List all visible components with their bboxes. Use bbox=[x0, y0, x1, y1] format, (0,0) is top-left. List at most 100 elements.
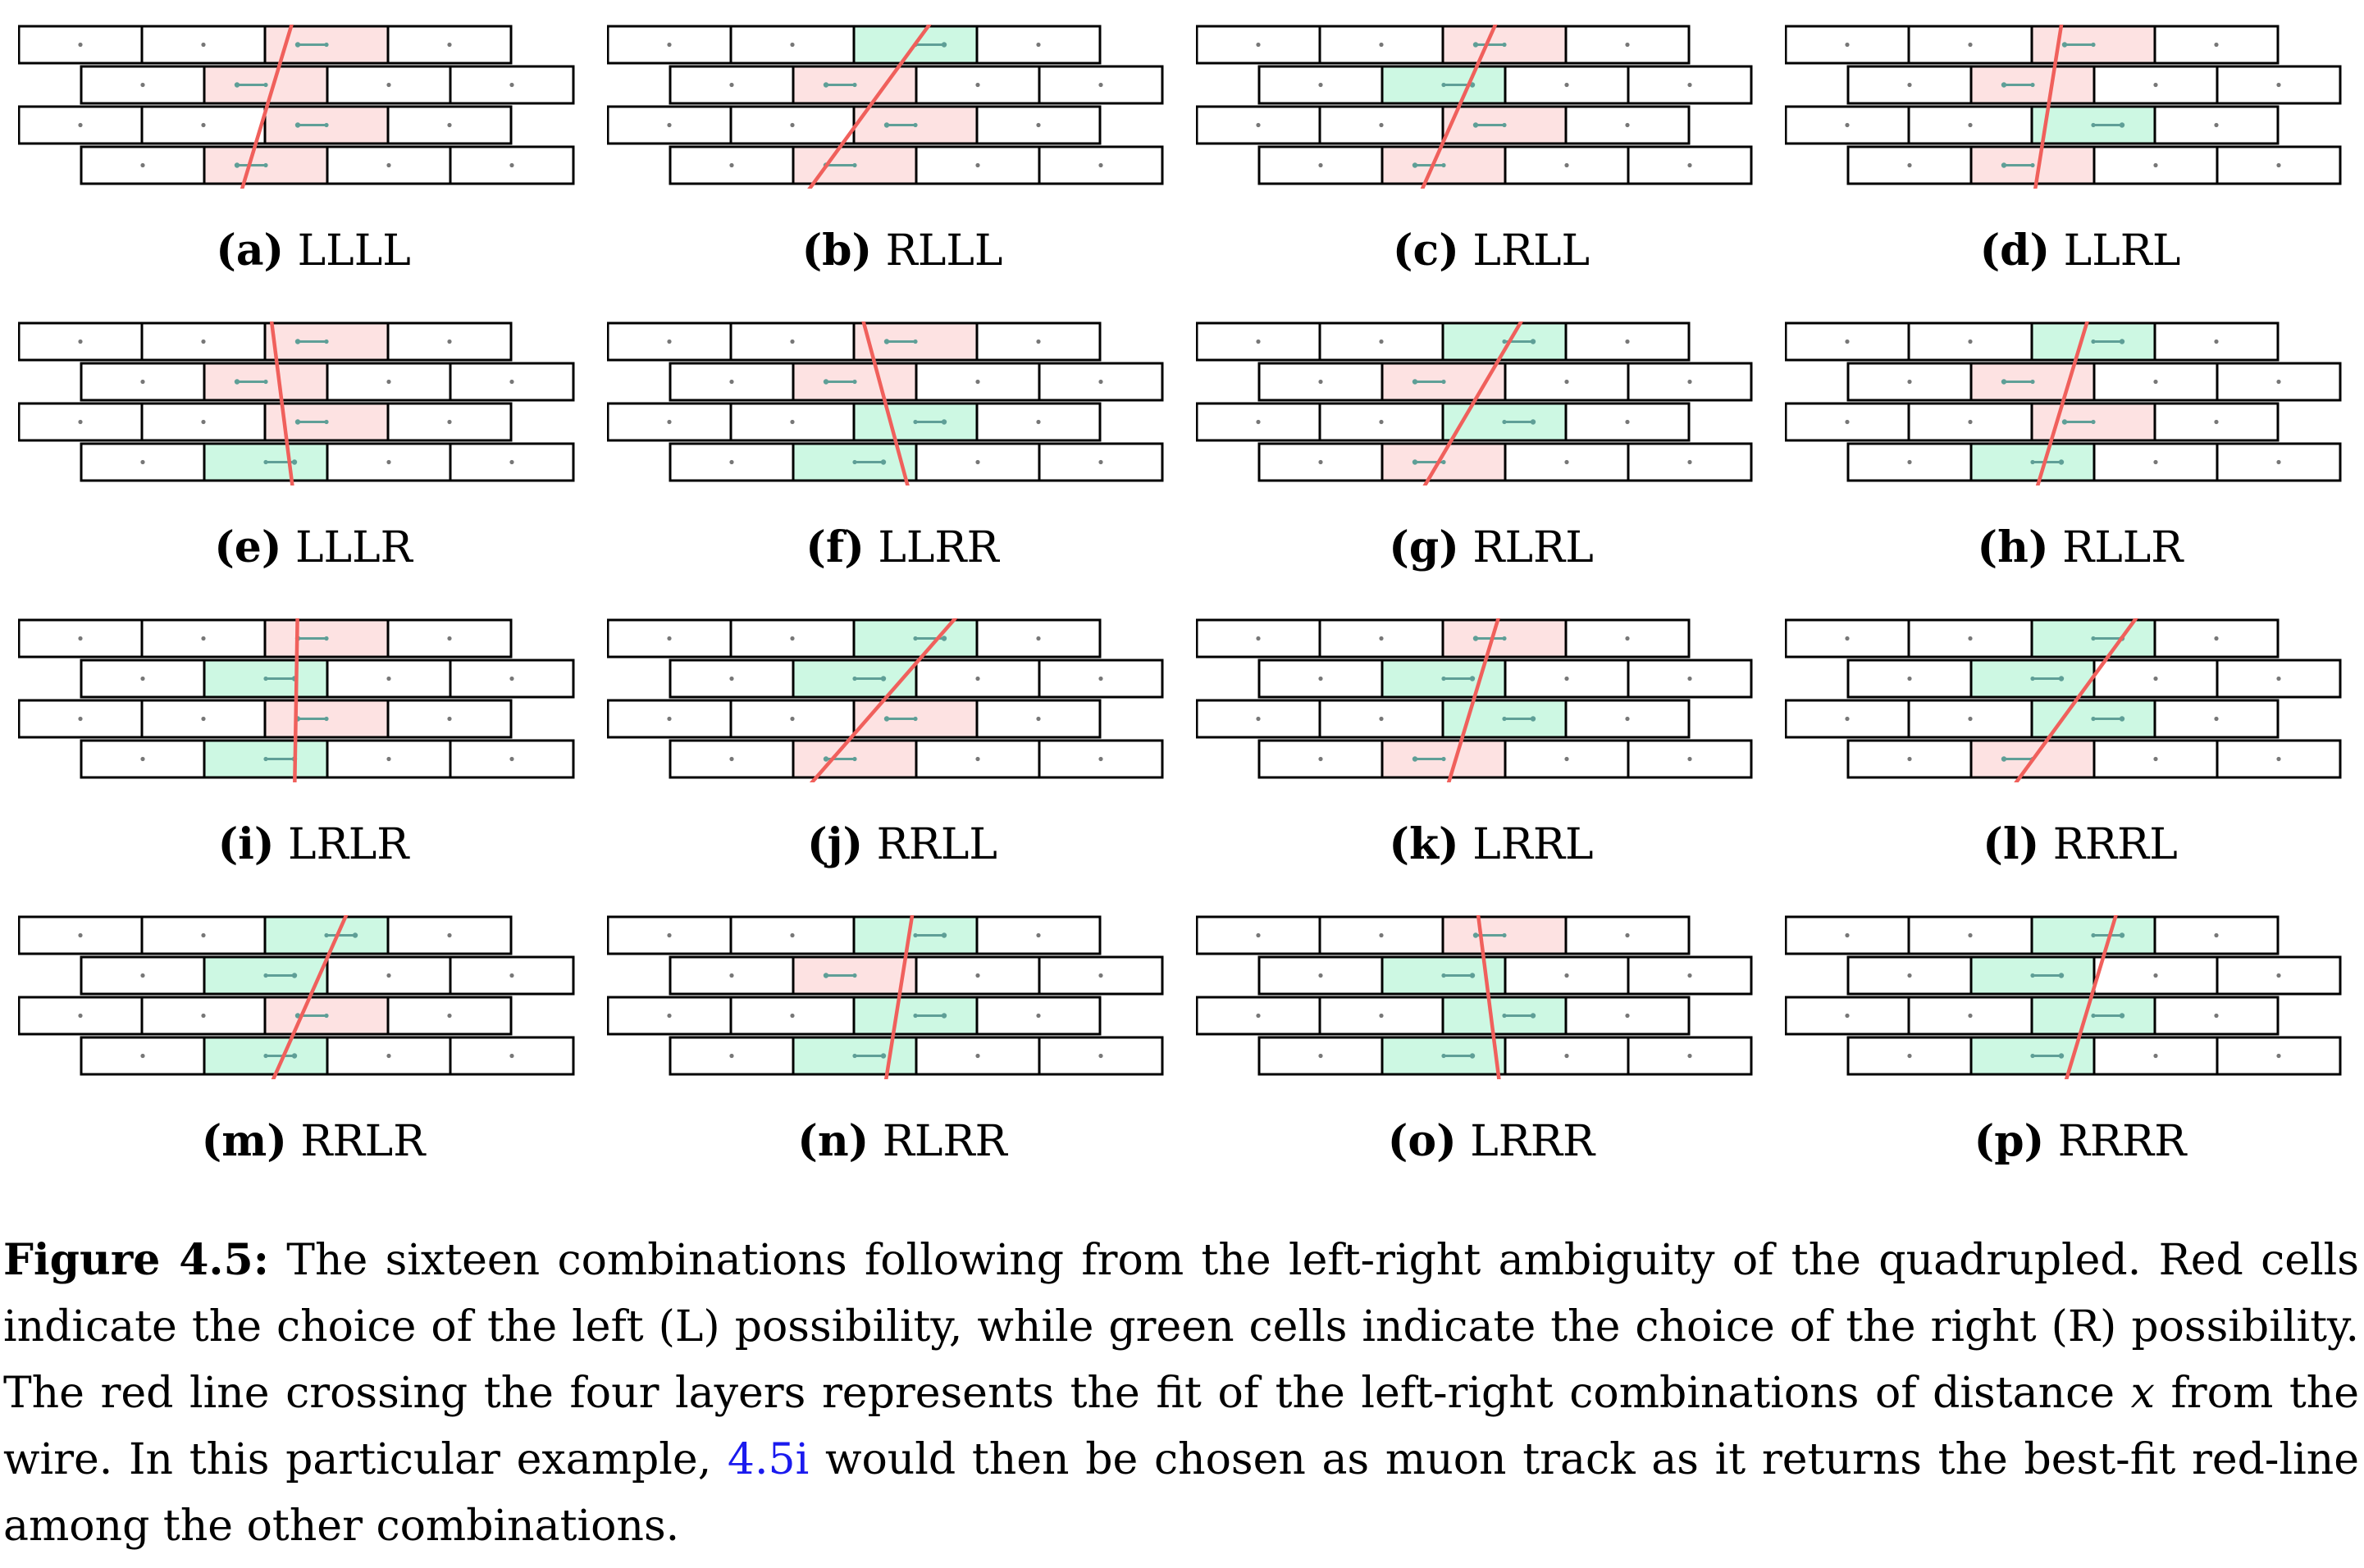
hit-position-dot bbox=[2119, 339, 2125, 344]
wire-dot bbox=[1318, 459, 1323, 465]
wire-dot bbox=[1379, 932, 1384, 938]
wire-dot bbox=[2153, 756, 2158, 762]
wire-dot bbox=[201, 636, 206, 641]
track-fit-line bbox=[269, 321, 294, 485]
drift-cell bbox=[326, 739, 452, 779]
figure-label: Figure 4.5: bbox=[3, 1235, 269, 1285]
wire-dot bbox=[975, 973, 980, 978]
subfigure-label: (h) RLLR bbox=[1785, 526, 2364, 570]
wire-dot bbox=[2276, 379, 2281, 385]
track-fit-line bbox=[2033, 25, 2064, 189]
wire-dot bbox=[447, 419, 452, 425]
panel-rllr bbox=[1785, 321, 2364, 485]
wire-dot bbox=[447, 716, 452, 722]
drift-cell bbox=[1564, 25, 1691, 65]
panel-rlll bbox=[607, 25, 1198, 189]
hit-position-dot bbox=[2119, 716, 2125, 722]
hit-position-dot bbox=[291, 1053, 298, 1059]
panel-llll bbox=[18, 25, 609, 189]
wire-dot bbox=[2276, 973, 2281, 978]
wire-dot bbox=[1625, 636, 1630, 641]
wire-dot bbox=[667, 636, 672, 641]
panel-rrrr bbox=[1785, 915, 2364, 1079]
wire-dot bbox=[1968, 419, 1973, 425]
panel-lrrl bbox=[1196, 618, 1787, 782]
subfigure-label: (a) LLLL bbox=[18, 230, 609, 273]
wire-dot bbox=[1564, 459, 1569, 465]
combination-code: LLRL bbox=[2050, 226, 2181, 276]
hit-position-dot bbox=[294, 42, 301, 48]
wire-dot bbox=[729, 676, 734, 681]
drift-cell bbox=[2153, 996, 2280, 1036]
subfigure-tag: (g) bbox=[1389, 522, 1459, 572]
wire-dot bbox=[509, 973, 514, 978]
combination-code: LRRL bbox=[1458, 820, 1594, 869]
drift-cell bbox=[80, 442, 206, 482]
wire-dot bbox=[1907, 1053, 1912, 1059]
wire-dot bbox=[1687, 676, 1692, 681]
wire-dot bbox=[1256, 419, 1261, 425]
drift-cell bbox=[386, 915, 513, 955]
wire-dot bbox=[386, 973, 391, 978]
drift-cell-diagram bbox=[1196, 321, 1753, 485]
hit-position-dot bbox=[941, 419, 947, 425]
wire-dot bbox=[975, 82, 980, 88]
hit-position-dot bbox=[2001, 379, 2007, 385]
wire-dot bbox=[2153, 459, 2158, 465]
hit-position-dot bbox=[352, 932, 358, 938]
wire-dot bbox=[729, 379, 734, 385]
wire-dot bbox=[1036, 122, 1041, 128]
hit-position-dot bbox=[1412, 162, 1418, 168]
wire-dot bbox=[201, 932, 206, 938]
wire-dot bbox=[509, 82, 514, 88]
wire-dot bbox=[1687, 459, 1692, 465]
hit-position-dot bbox=[2119, 122, 2125, 128]
combination-code: LLRR bbox=[864, 523, 999, 572]
hit-position-dot bbox=[941, 1013, 947, 1019]
wire-dot bbox=[1625, 339, 1630, 344]
wire-dot bbox=[790, 716, 795, 722]
panel-rrlr bbox=[18, 915, 609, 1079]
drift-cell bbox=[449, 659, 575, 699]
drift-cell bbox=[449, 65, 575, 105]
wire-dot bbox=[78, 1013, 83, 1019]
wire-dot bbox=[78, 932, 83, 938]
wire-dot bbox=[1098, 1053, 1103, 1059]
wire-dot bbox=[975, 1053, 980, 1059]
wire-dot bbox=[729, 82, 734, 88]
wire-dot bbox=[1968, 339, 1973, 344]
figure-reference-link[interactable]: 4.5i bbox=[727, 1435, 810, 1484]
hit-position-dot bbox=[1412, 756, 1418, 762]
drift-cell bbox=[449, 955, 575, 996]
track-fit-line bbox=[1422, 321, 1524, 485]
subfigure-tag: (n) bbox=[797, 1116, 869, 1166]
track-fit-line bbox=[2035, 321, 2089, 485]
track-fit-line bbox=[1476, 915, 1501, 1079]
wire-dot bbox=[1098, 379, 1103, 385]
subfigure-label: (e) LLLR bbox=[18, 526, 609, 570]
wire-dot bbox=[140, 459, 145, 465]
wire-dot bbox=[1564, 162, 1569, 168]
drift-cell-diagram bbox=[18, 915, 575, 1079]
drift-cell bbox=[975, 321, 1102, 362]
drift-cell-diagram bbox=[607, 25, 1164, 189]
wire-dot bbox=[1379, 419, 1384, 425]
wire-dot bbox=[1625, 419, 1630, 425]
wire-dot bbox=[201, 122, 206, 128]
track-fit-line bbox=[861, 321, 910, 485]
hit-position-dot bbox=[941, 932, 947, 938]
wire-dot bbox=[1098, 676, 1103, 681]
track-fit-line bbox=[1446, 618, 1500, 782]
wire-dot bbox=[729, 973, 734, 978]
wire-dot bbox=[1625, 1013, 1630, 1019]
wire-dot bbox=[386, 82, 391, 88]
track-fit-line bbox=[240, 25, 294, 189]
wire-dot bbox=[1968, 932, 1973, 938]
wire-dot bbox=[201, 1013, 206, 1019]
wire-dot bbox=[201, 419, 206, 425]
hit-position-dot bbox=[291, 459, 298, 465]
wire-dot bbox=[1379, 42, 1384, 48]
wire-dot bbox=[1845, 716, 1850, 722]
subfigure-label: (g) RLRL bbox=[1196, 526, 1787, 570]
subfigure-tag: (p) bbox=[1974, 1116, 2045, 1166]
